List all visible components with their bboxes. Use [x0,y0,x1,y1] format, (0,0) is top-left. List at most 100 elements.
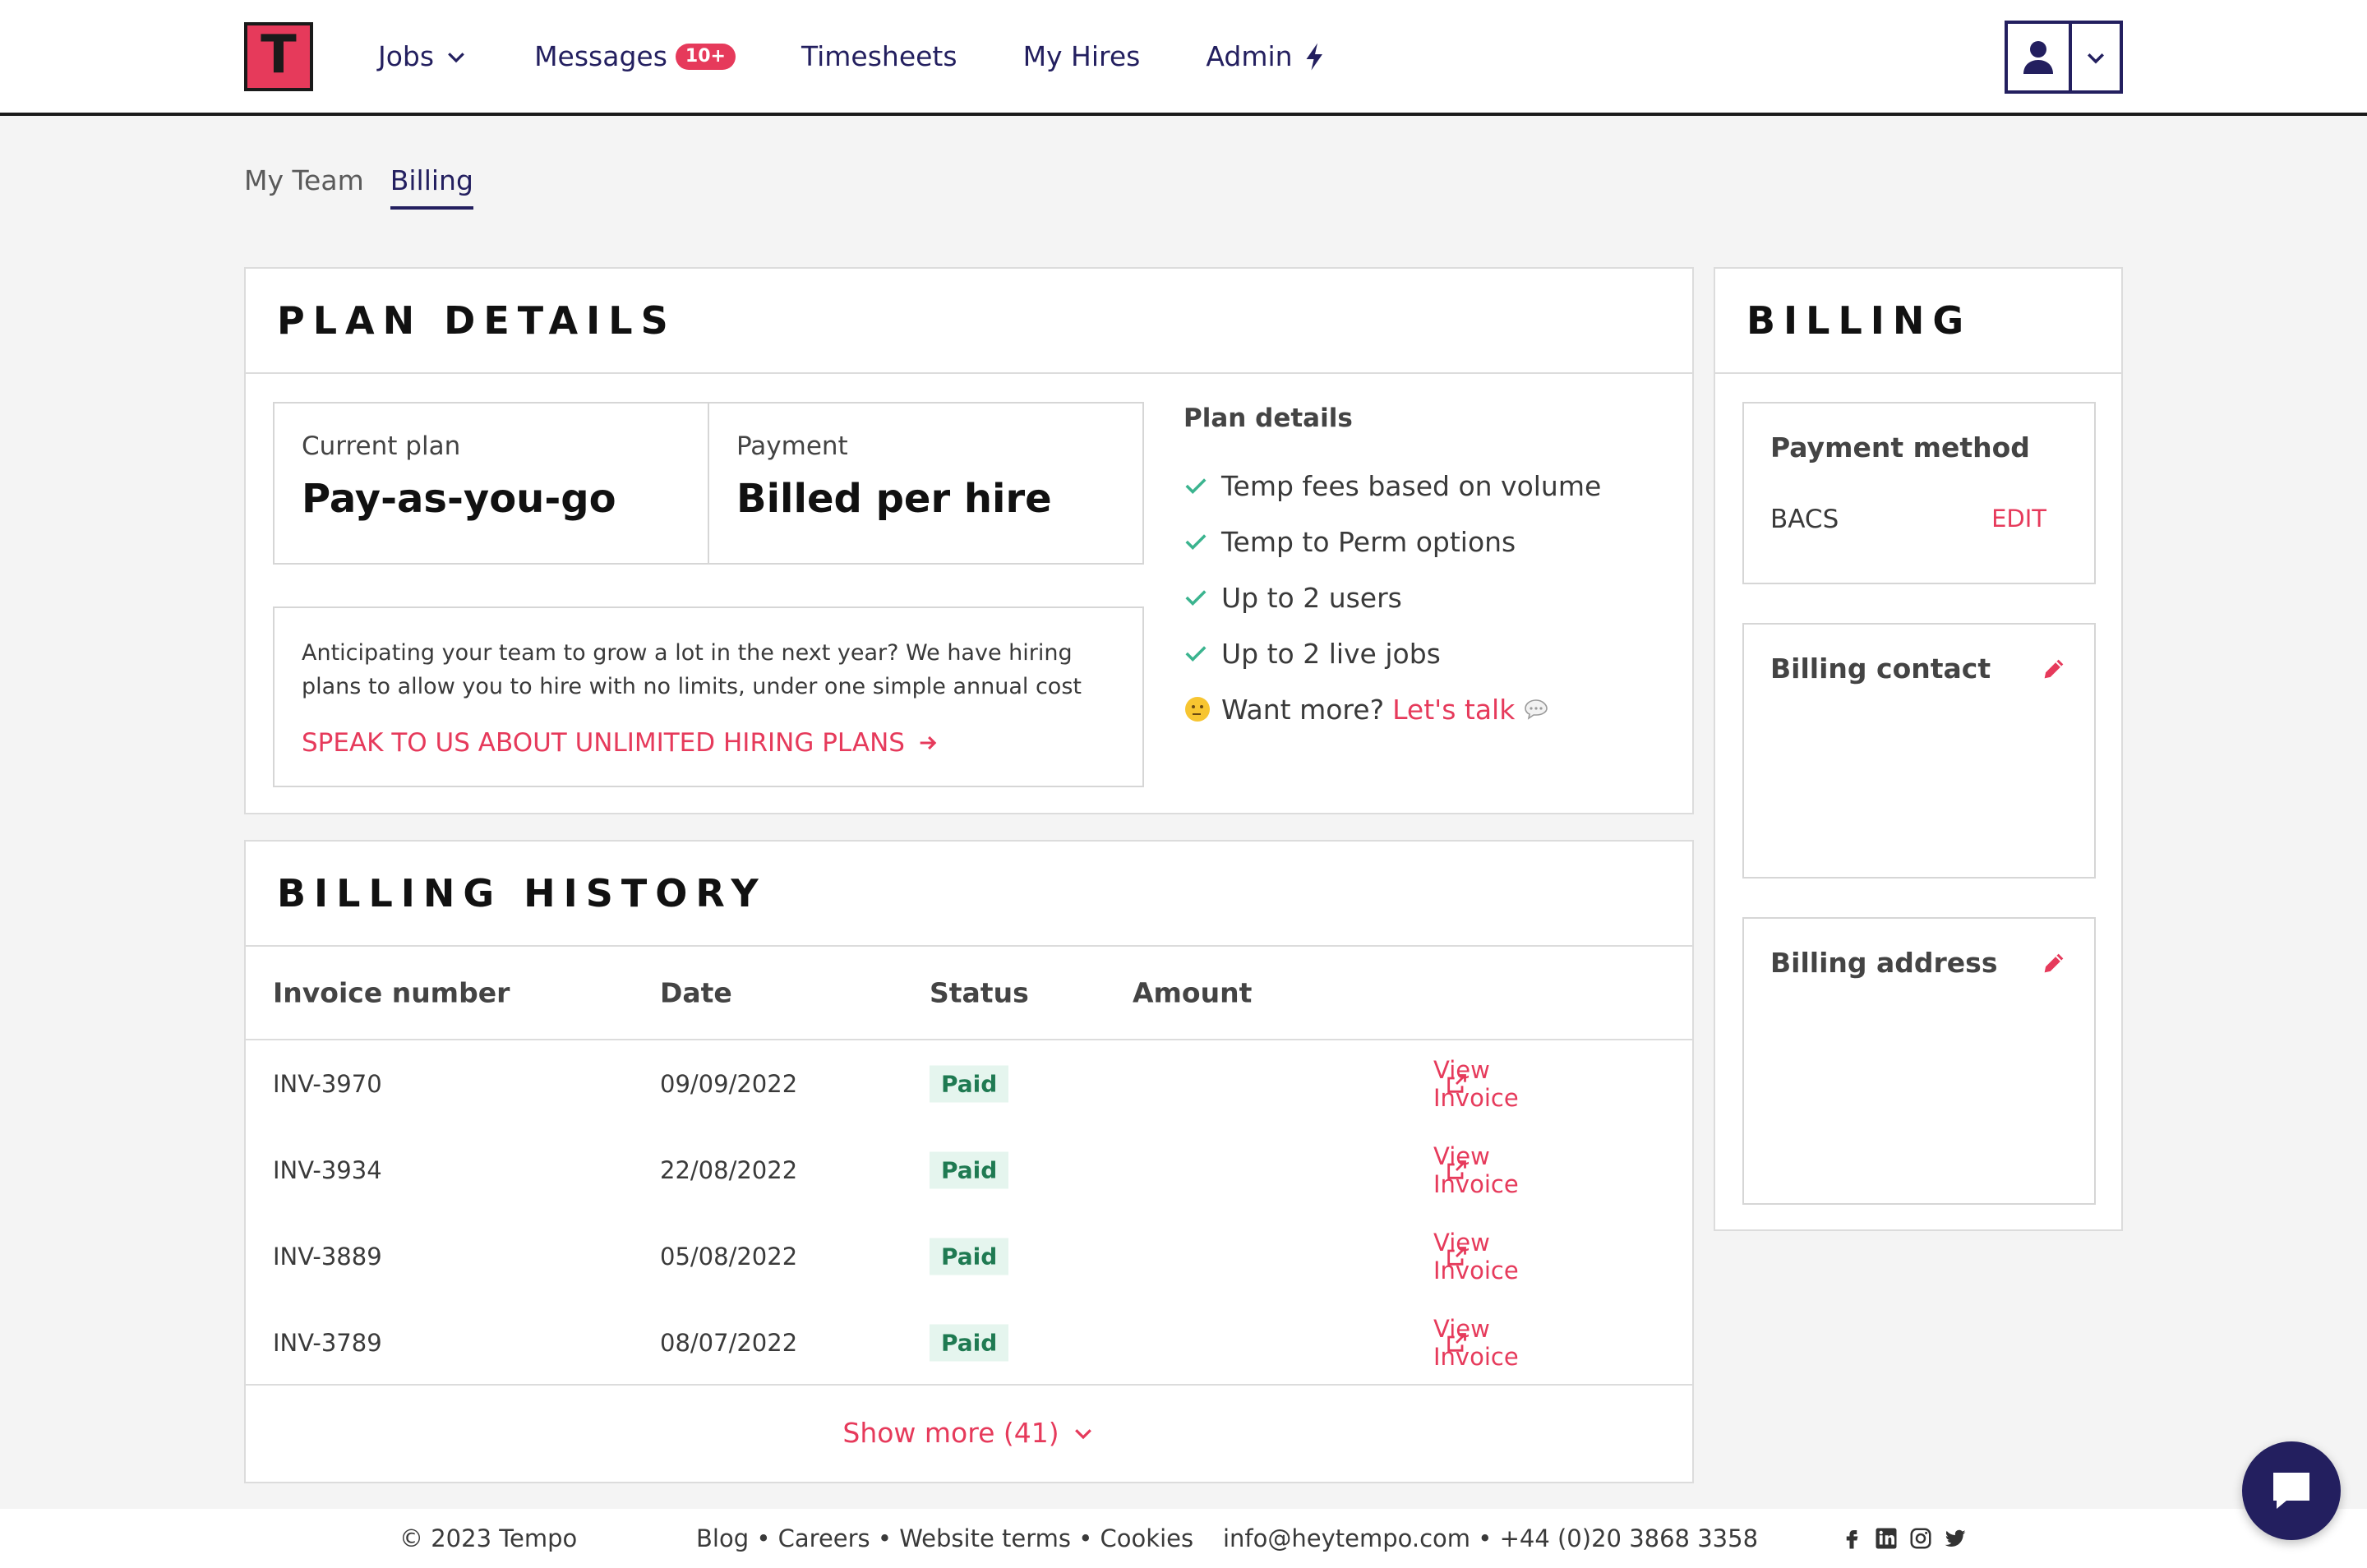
view-invoice-label: View Invoice [1433,1228,1519,1284]
table-row: INV-3889 05/08/2022 Paid View Invoice [246,1213,1692,1299]
status-badge: Paid [930,1238,1009,1275]
footer-contact[interactable]: info@heytempo.com • +44 (0)20 3868 3358 [1223,1524,1759,1552]
external-link-icon [1447,1332,1466,1352]
chevron-down-icon [448,52,464,62]
column-amount: Amount [1133,976,1253,1009]
tempo-logo[interactable]: T [244,22,313,91]
speech-bubble-icon [1525,699,1548,720]
unlimited-plans-link[interactable]: SPEAK TO US ABOUT UNLIMITED HIRING PLANS [302,728,1115,758]
show-more-button[interactable]: Show more (41) [246,1386,1692,1480]
footer-links[interactable]: Blog • Careers • Website terms • Cookies [696,1524,1194,1552]
instagram-icon[interactable] [1908,1526,1933,1551]
invoice-date: 09/09/2022 [660,1069,798,1098]
social-links [1839,1526,1968,1551]
nav-jobs[interactable]: Jobs [378,40,468,72]
current-plan-label: Current plan [302,431,461,461]
plan-features-title: Plan details [1184,404,1353,433]
feature-label: Up to 2 users [1221,581,1402,614]
settings-tabs: My Team Billing [244,164,500,210]
check-icon [1185,534,1207,550]
feature-item: Up to 2 users [1184,570,1601,625]
column-status: Status [930,976,1029,1009]
plan-summary: Current plan Pay-as-you-go Payment Bille… [273,402,1144,565]
plan-features: Plan details Temp fees based on volume T… [1184,404,1601,737]
column-invoice-number: Invoice number [273,976,510,1009]
arrow-right-icon [920,736,937,750]
payment-label: Payment [736,431,848,461]
check-icon [1185,590,1207,606]
check-icon [1185,478,1207,494]
invoice-number: INV-3789 [273,1328,382,1357]
feature-label: Temp to Perm options [1221,525,1516,558]
nav-my-hires-label: My Hires [1022,40,1141,72]
pencil-icon[interactable] [2040,655,2068,683]
nav-messages[interactable]: Messages 10+ [534,40,736,72]
unlimited-plans-promo: Anticipating your team to grow a lot in … [273,606,1144,787]
current-plan-cell: Current plan Pay-as-you-go [275,404,708,563]
tab-my-team[interactable]: My Team [244,164,364,196]
view-invoice-label: View Invoice [1433,1314,1519,1371]
billing-contact-box: Billing contact [1742,623,2096,879]
invoice-table-body: INV-3970 09/09/2022 Paid View Invoice IN… [246,1040,1692,1386]
invoice-number: INV-3970 [273,1069,382,1098]
linkedin-icon[interactable] [1874,1526,1899,1551]
check-icon [1185,646,1207,662]
plan-details-card: PLAN DETAILS Current plan Pay-as-you-go … [244,267,1694,814]
want-more-row: Want more? Let's talk [1184,681,1601,737]
main-nav: Jobs Messages 10+ Timesheets My Hires Ad… [378,0,1393,113]
view-invoice-link[interactable]: View Invoice [1433,1056,1519,1112]
external-link-icon [1447,1073,1466,1093]
chat-widget-button[interactable] [2242,1441,2341,1540]
nav-my-hires[interactable]: My Hires [1023,40,1141,72]
billing-history-header: BILLING HISTORY [246,842,1692,947]
tab-billing[interactable]: Billing [390,164,473,210]
chevron-down-icon [1074,1428,1091,1439]
external-link-icon [1447,1246,1466,1266]
thinking-face-icon [1185,697,1210,722]
top-navigation-bar: T Jobs Messages 10+ Timesheets My Hires … [0,0,2367,116]
twitter-icon[interactable] [1943,1526,1968,1551]
view-invoice-link[interactable]: View Invoice [1433,1229,1519,1284]
edit-payment-method-button[interactable]: EDIT [1991,505,2046,533]
feature-item: Temp fees based on volume [1184,458,1601,514]
pencil-icon[interactable] [2040,949,2068,977]
footer-copyright: © 2023 Tempo [399,1524,578,1552]
billing-address-label: Billing address [1770,947,1998,979]
view-invoice-label: View Invoice [1433,1055,1519,1112]
chat-icon [2273,1473,2309,1509]
billing-history-title: BILLING HISTORY [277,871,767,915]
nav-messages-label: Messages [534,40,667,72]
status-badge: Paid [930,1324,1009,1361]
nav-admin-label: Admin [1206,40,1293,72]
user-icon[interactable] [2008,24,2072,90]
lightning-bolt-icon [1306,43,1322,70]
footer: © 2023 Tempo Blog • Careers • Website te… [0,1509,2367,1568]
invoice-number: INV-3889 [273,1242,382,1271]
billing-title: BILLING [1746,298,1972,343]
messages-count-badge: 10+ [675,43,736,70]
nav-timesheets[interactable]: Timesheets [801,40,957,72]
table-row: INV-3789 08/07/2022 Paid View Invoice [246,1299,1692,1386]
facebook-icon[interactable] [1839,1526,1864,1551]
account-dropdown-toggle[interactable] [2072,24,2120,90]
current-plan-value: Pay-as-you-go [302,476,616,522]
feature-label: Up to 2 live jobs [1221,637,1441,670]
payment-value: Billed per hire [736,476,1052,522]
nav-timesheets-label: Timesheets [801,40,957,72]
logo-letter: T [261,25,297,85]
view-invoice-link[interactable]: View Invoice [1433,1142,1519,1198]
account-menu[interactable] [2005,21,2123,94]
want-more-label: Want more? [1221,693,1385,726]
feature-item: Temp to Perm options [1184,514,1601,570]
billing-card: BILLING Payment method BACS EDIT Billing… [1714,267,2123,1231]
promo-text: Anticipating your team to grow a lot in … [302,640,1082,699]
view-invoice-link[interactable]: View Invoice [1433,1315,1519,1371]
nav-admin[interactable]: Admin [1206,40,1327,72]
invoice-date: 08/07/2022 [660,1328,798,1357]
payment-cell: Payment Billed per hire [708,404,1142,563]
payment-method-box: Payment method BACS EDIT [1742,402,2096,584]
feature-label: Temp fees based on volume [1221,469,1602,502]
lets-talk-link[interactable]: Let's talk [1392,693,1516,726]
invoice-table-header: Invoice number Date Status Amount [246,947,1692,1040]
view-invoice-label: View Invoice [1433,1141,1519,1198]
